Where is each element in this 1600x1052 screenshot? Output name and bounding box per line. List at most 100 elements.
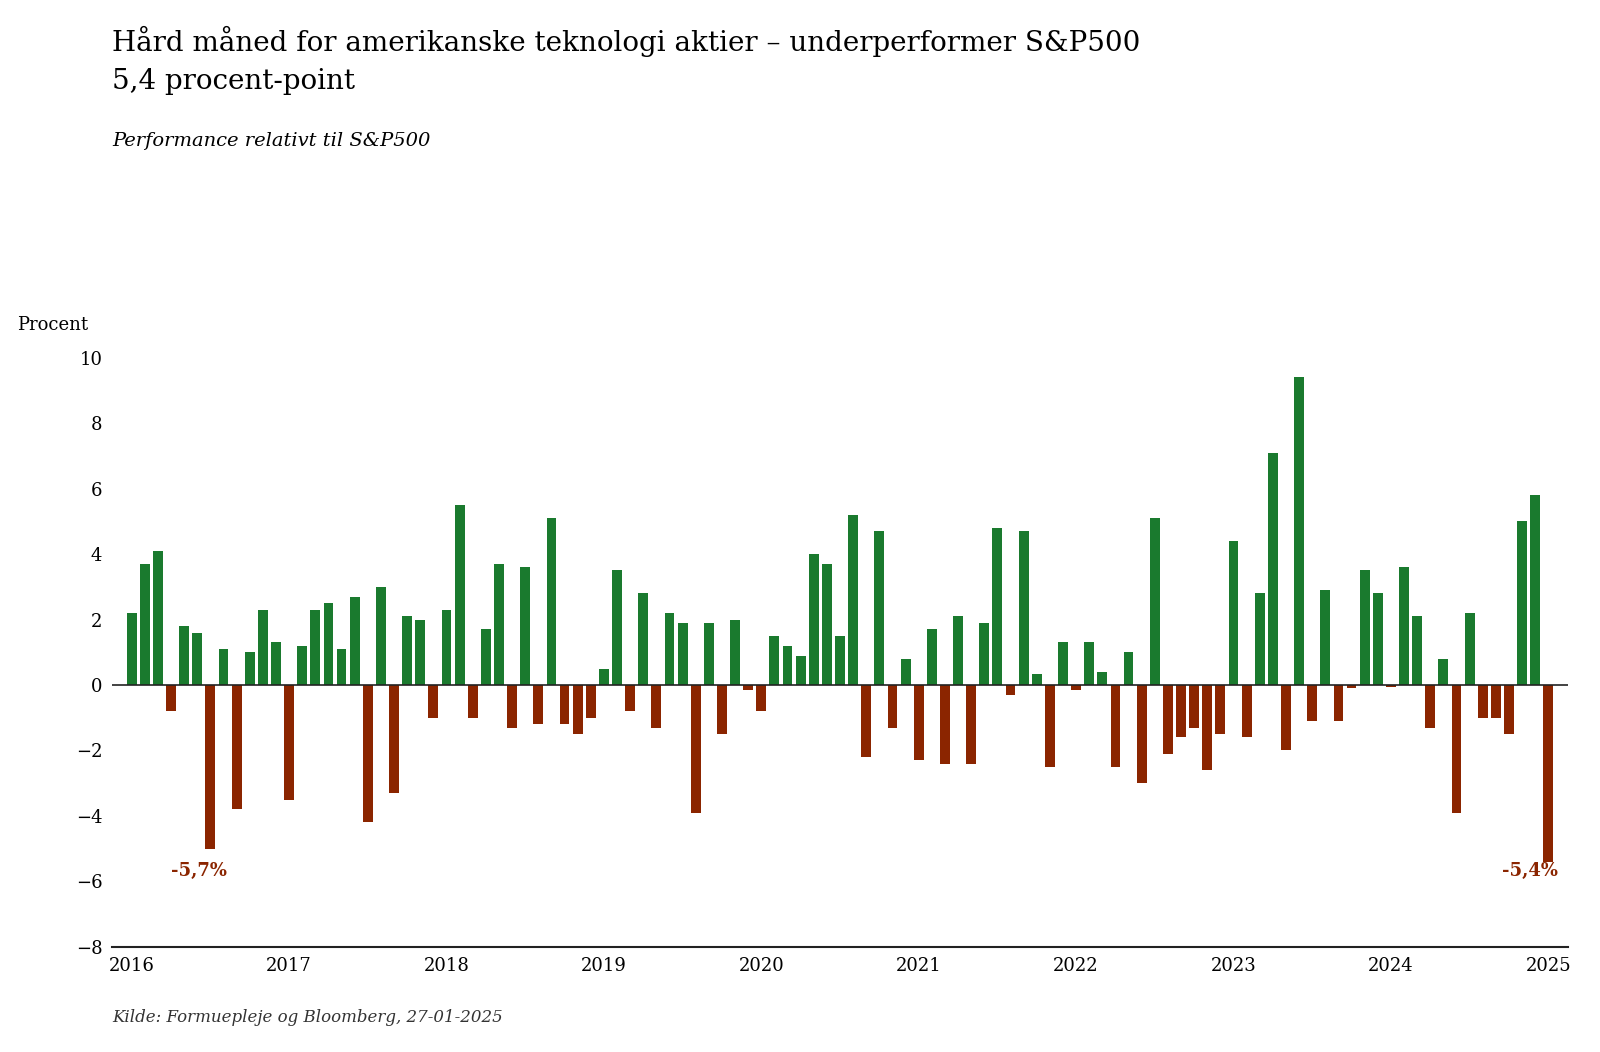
- Bar: [1320, 590, 1330, 685]
- Text: -5,4%: -5,4%: [1502, 863, 1558, 881]
- Bar: [1229, 541, 1238, 685]
- Bar: [638, 593, 648, 685]
- Bar: [1242, 685, 1251, 737]
- Bar: [285, 685, 294, 800]
- Bar: [1032, 673, 1042, 685]
- Bar: [1019, 531, 1029, 685]
- Bar: [848, 514, 858, 685]
- Bar: [573, 685, 582, 734]
- Bar: [232, 685, 242, 809]
- Bar: [298, 646, 307, 685]
- Bar: [717, 685, 726, 734]
- Bar: [1098, 672, 1107, 685]
- Bar: [613, 570, 622, 685]
- Text: 5,4 procent-point: 5,4 procent-point: [112, 68, 355, 96]
- Bar: [1202, 685, 1213, 770]
- Bar: [598, 669, 610, 685]
- Text: Performance relativt til S&P500: Performance relativt til S&P500: [112, 132, 430, 149]
- Bar: [350, 596, 360, 685]
- Bar: [126, 613, 136, 685]
- Bar: [1254, 593, 1264, 685]
- Bar: [1491, 685, 1501, 717]
- Bar: [1504, 685, 1514, 734]
- Bar: [454, 505, 464, 685]
- Bar: [954, 616, 963, 685]
- Bar: [429, 685, 438, 717]
- Bar: [270, 643, 282, 685]
- Bar: [1398, 567, 1410, 685]
- Bar: [1136, 685, 1147, 783]
- Bar: [560, 685, 570, 724]
- Text: Kilde: Formuepleje og Bloomberg, 27-01-2025: Kilde: Formuepleje og Bloomberg, 27-01-2…: [112, 1009, 502, 1026]
- Bar: [941, 685, 950, 764]
- Bar: [402, 616, 413, 685]
- Bar: [1123, 652, 1133, 685]
- Bar: [258, 610, 267, 685]
- Bar: [323, 603, 333, 685]
- Bar: [757, 685, 766, 711]
- Bar: [1085, 643, 1094, 685]
- Bar: [979, 623, 989, 685]
- Bar: [888, 685, 898, 728]
- Bar: [179, 626, 189, 685]
- Bar: [205, 685, 216, 849]
- Bar: [626, 685, 635, 711]
- Bar: [730, 620, 739, 685]
- Bar: [166, 685, 176, 711]
- Bar: [533, 685, 544, 724]
- Bar: [664, 613, 674, 685]
- Bar: [914, 685, 923, 761]
- Bar: [1216, 685, 1226, 734]
- Bar: [770, 635, 779, 685]
- Bar: [782, 646, 792, 685]
- Bar: [1006, 685, 1016, 694]
- Bar: [1150, 518, 1160, 685]
- Bar: [966, 685, 976, 764]
- Bar: [1530, 495, 1541, 685]
- Bar: [1070, 685, 1082, 690]
- Bar: [875, 531, 885, 685]
- Bar: [835, 635, 845, 685]
- Bar: [547, 518, 557, 685]
- Bar: [442, 610, 451, 685]
- Bar: [1347, 685, 1357, 688]
- Bar: [822, 564, 832, 685]
- Bar: [154, 551, 163, 685]
- Bar: [992, 528, 1002, 685]
- Bar: [1294, 378, 1304, 685]
- Bar: [1333, 685, 1344, 721]
- Bar: [1058, 643, 1067, 685]
- Bar: [389, 685, 398, 793]
- Bar: [1386, 685, 1395, 687]
- Bar: [1544, 685, 1554, 862]
- Bar: [1267, 452, 1278, 685]
- Bar: [1451, 685, 1461, 812]
- Bar: [586, 685, 595, 717]
- Text: Procent: Procent: [18, 316, 88, 335]
- Bar: [926, 629, 936, 685]
- Bar: [1413, 616, 1422, 685]
- Bar: [1163, 685, 1173, 753]
- Bar: [651, 685, 661, 728]
- Text: -5,7%: -5,7%: [171, 863, 227, 881]
- Bar: [1189, 685, 1198, 728]
- Bar: [416, 620, 426, 685]
- Bar: [494, 564, 504, 685]
- Bar: [1360, 570, 1370, 685]
- Bar: [245, 652, 254, 685]
- Bar: [810, 554, 819, 685]
- Bar: [376, 587, 386, 685]
- Bar: [861, 685, 870, 757]
- Bar: [1176, 685, 1186, 737]
- Bar: [467, 685, 478, 717]
- Bar: [336, 649, 347, 685]
- Bar: [1110, 685, 1120, 767]
- Bar: [310, 610, 320, 685]
- Bar: [704, 623, 714, 685]
- Bar: [482, 629, 491, 685]
- Bar: [678, 623, 688, 685]
- Bar: [1426, 685, 1435, 728]
- Bar: [1517, 522, 1526, 685]
- Text: Hård måned for amerikanske teknologi aktier – underperformer S&P500: Hård måned for amerikanske teknologi akt…: [112, 26, 1141, 58]
- Bar: [1282, 685, 1291, 750]
